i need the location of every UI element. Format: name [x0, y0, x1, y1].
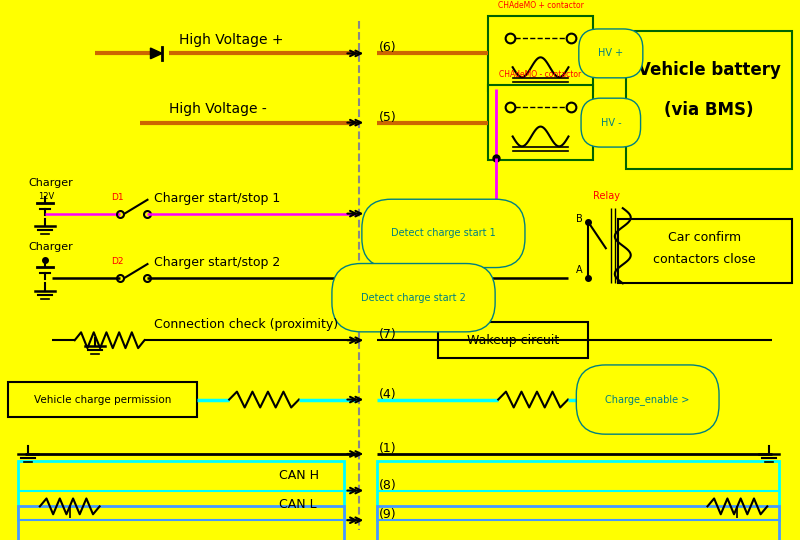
Text: B: B [576, 213, 582, 224]
Text: D1: D1 [112, 193, 124, 202]
Text: Detect charge start 2: Detect charge start 2 [361, 293, 466, 303]
Text: Vehicle charge permission: Vehicle charge permission [34, 395, 171, 404]
Text: Relay: Relay [593, 191, 620, 201]
FancyBboxPatch shape [488, 16, 593, 91]
Text: Charger start/stop 1: Charger start/stop 1 [154, 192, 281, 205]
Text: (1): (1) [378, 442, 396, 455]
Text: (5): (5) [378, 111, 396, 124]
Text: Vehicle battery: Vehicle battery [638, 61, 781, 79]
Text: Detect charge start 1: Detect charge start 1 [391, 228, 496, 238]
FancyBboxPatch shape [377, 507, 779, 540]
Polygon shape [150, 48, 162, 59]
Text: 12V: 12V [38, 192, 54, 201]
Text: Charger start/stop 2: Charger start/stop 2 [154, 256, 281, 269]
Text: Charge_enable >: Charge_enable > [606, 394, 690, 405]
FancyBboxPatch shape [626, 31, 792, 169]
Text: (6): (6) [378, 42, 396, 55]
Text: Wakeup circuit: Wakeup circuit [467, 334, 559, 347]
Text: D2: D2 [112, 257, 124, 266]
FancyBboxPatch shape [18, 507, 344, 540]
Text: CAN H: CAN H [279, 469, 319, 482]
Text: High Voltage +: High Voltage + [179, 32, 284, 46]
Text: (8): (8) [378, 478, 396, 491]
Text: CAN L: CAN L [279, 498, 317, 511]
Text: Connection check (proximity): Connection check (proximity) [154, 319, 338, 332]
Text: A: A [576, 265, 582, 275]
Text: (7): (7) [378, 328, 396, 341]
Text: HV +: HV + [598, 49, 623, 58]
Text: contactors close: contactors close [653, 253, 756, 266]
Text: HV -: HV - [601, 118, 621, 127]
FancyBboxPatch shape [18, 461, 344, 520]
Text: CHAdeMO + contactor: CHAdeMO + contactor [498, 1, 583, 10]
FancyBboxPatch shape [377, 461, 779, 520]
Text: Charger: Charger [28, 178, 73, 188]
Text: (10): (10) [378, 266, 404, 279]
Text: Car confirm: Car confirm [668, 231, 741, 244]
Text: (4): (4) [378, 388, 396, 401]
Text: (2): (2) [378, 201, 396, 214]
Text: Charger: Charger [28, 242, 73, 252]
Text: CHAdeMO - contactor: CHAdeMO - contactor [499, 70, 582, 79]
Text: (via BMS): (via BMS) [664, 101, 754, 119]
Text: High Voltage -: High Voltage - [170, 102, 267, 116]
FancyBboxPatch shape [488, 85, 593, 160]
FancyBboxPatch shape [438, 322, 588, 358]
Text: (9): (9) [378, 508, 396, 521]
FancyBboxPatch shape [8, 382, 198, 417]
FancyBboxPatch shape [618, 219, 792, 283]
